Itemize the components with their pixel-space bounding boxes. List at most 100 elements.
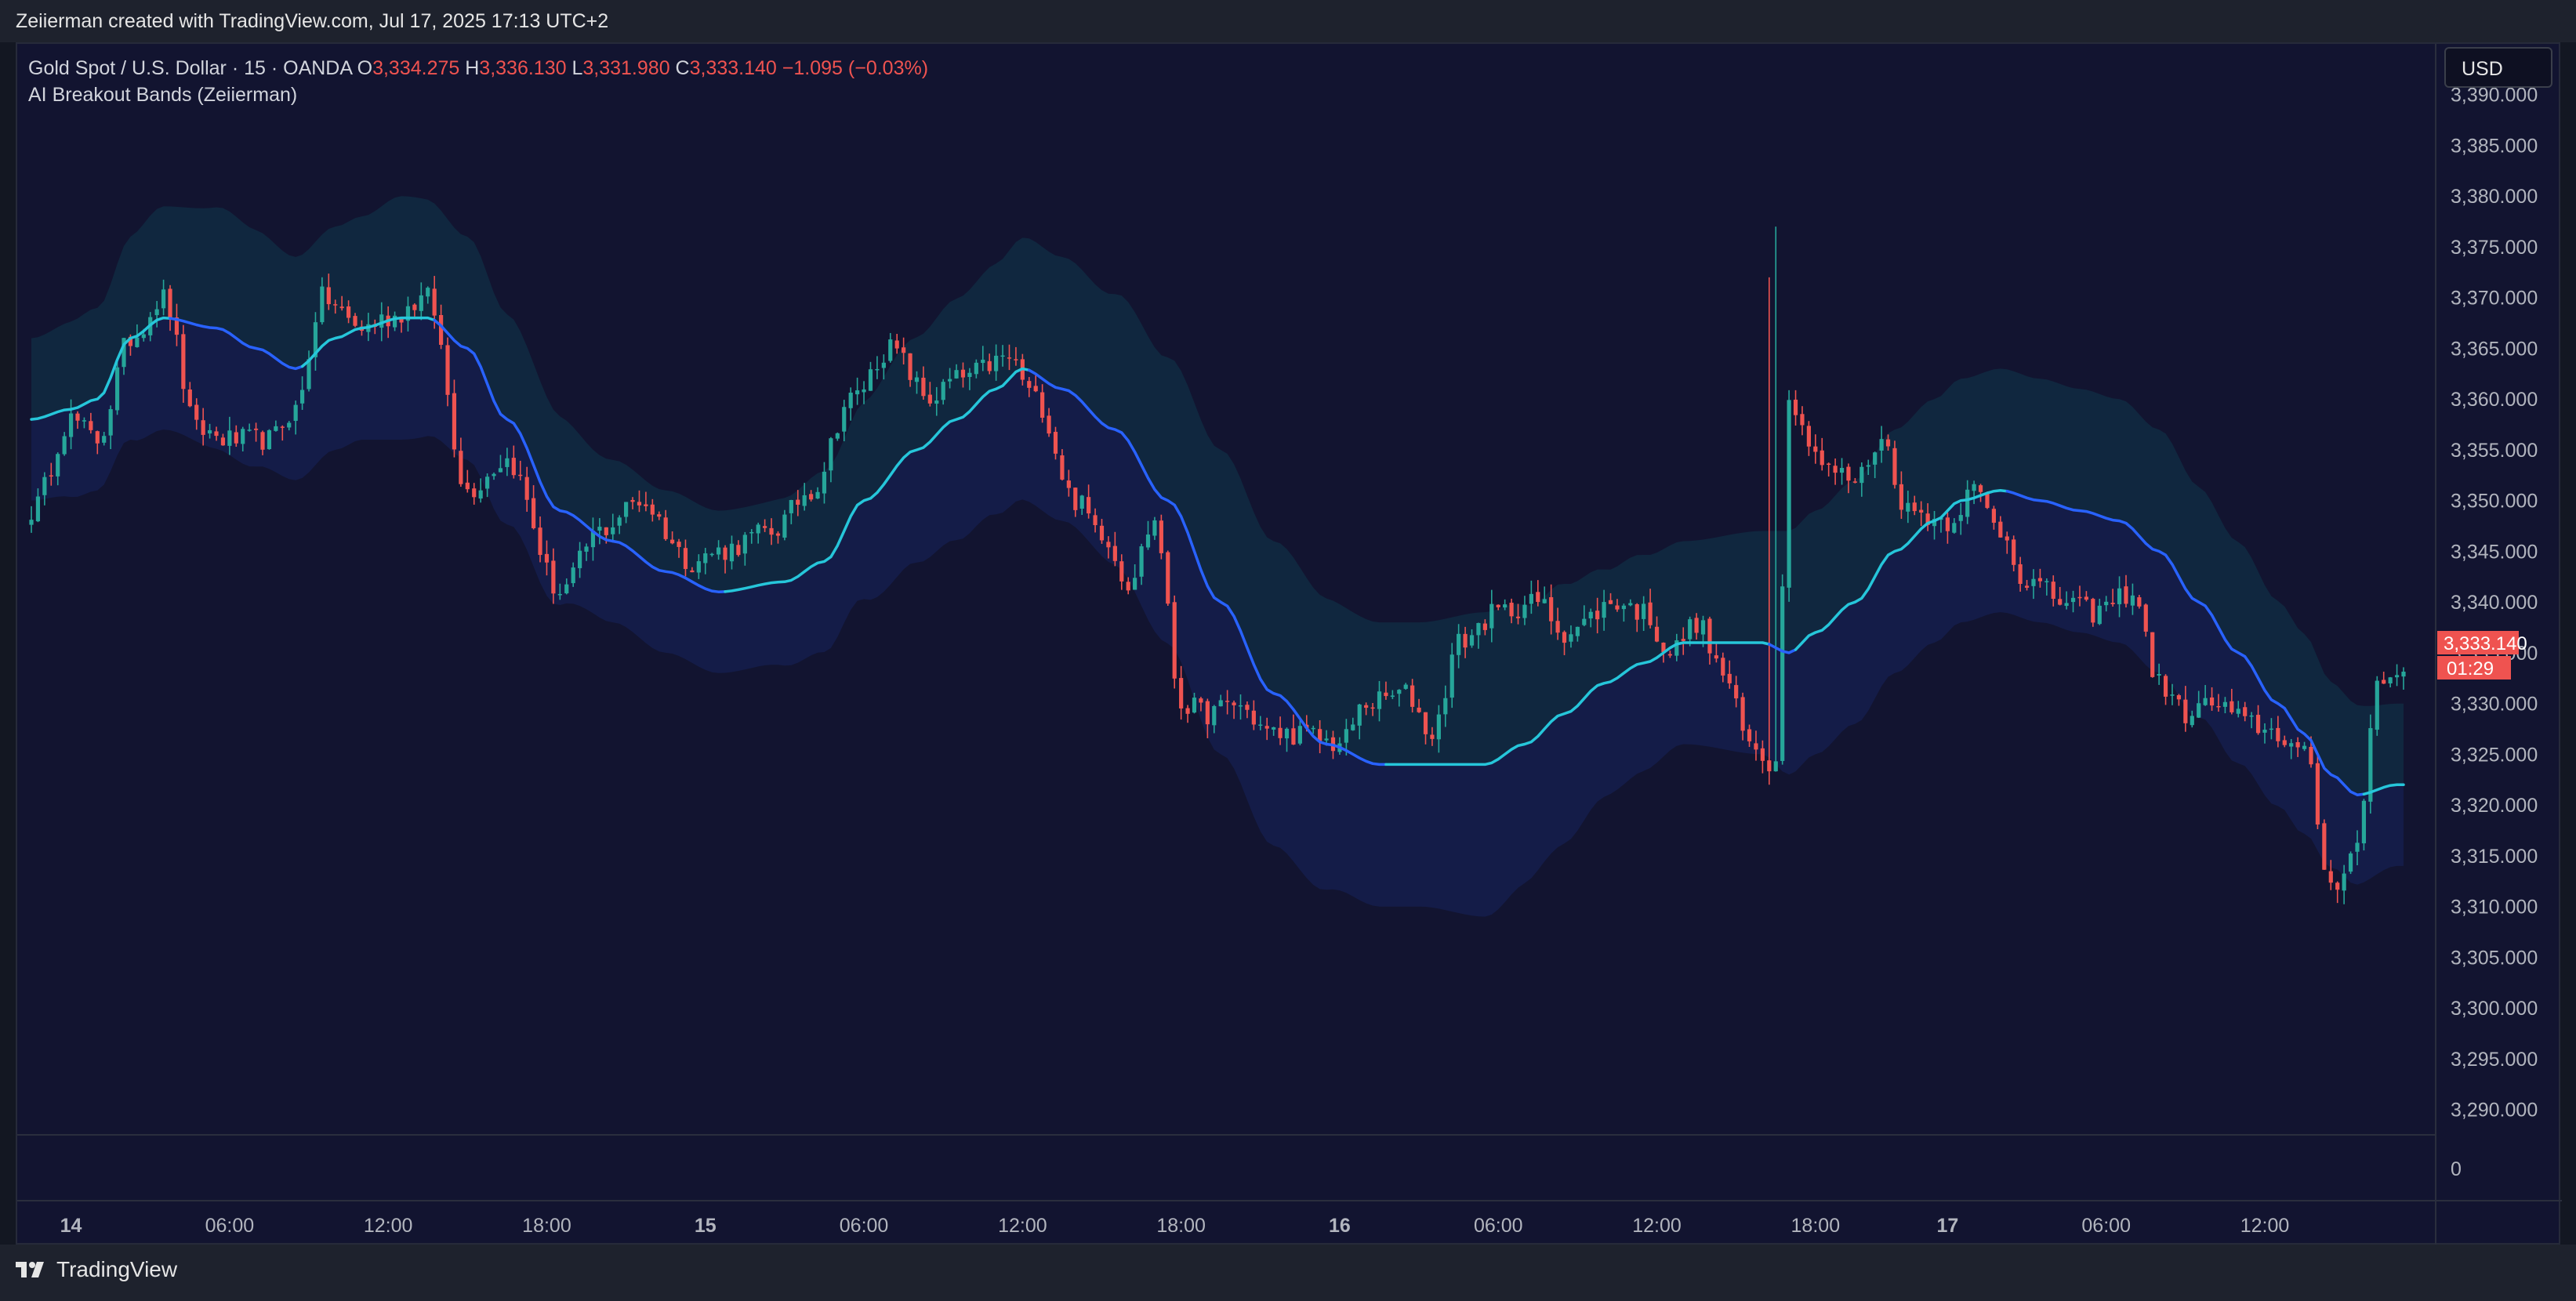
candle [392,311,397,332]
candle [1608,593,1613,605]
candle [1839,458,1845,485]
candle [299,376,305,410]
candle [736,540,741,557]
midline-segment [300,316,436,368]
candle [1634,603,1639,632]
candle-body [2394,675,2400,678]
candle-body [1364,705,1369,708]
candle [102,431,107,446]
candle [2077,585,2082,607]
candle-body [597,527,602,531]
candle [1106,536,1111,559]
tradingview-logo[interactable]: TradingView [16,1257,177,1282]
close-value: 3,333.140 [689,57,777,79]
candle-body [438,314,444,345]
candle-body [723,547,727,560]
candle-body [1119,561,1124,582]
candle [1476,622,1481,649]
candle-body [1740,697,1745,731]
candle-body [2328,871,2333,883]
candle [1549,584,1554,635]
candle-body [1985,492,1990,509]
candle [650,498,655,522]
candle-body [505,458,510,467]
candle [1833,458,1838,485]
candle [1674,633,1679,661]
candle-body [1873,452,1878,465]
candle-body [353,316,357,326]
candle-body [154,309,159,316]
candle [412,303,417,317]
candle [1654,616,1660,643]
candle-body [2262,730,2267,733]
candle-body [683,548,688,569]
candle-body [848,393,853,408]
candle [498,455,503,473]
candle-body [967,372,972,378]
candle [267,429,272,450]
candle-body [584,546,589,552]
candle [1820,437,1824,471]
candle-body [1885,439,1891,447]
candle [611,513,615,543]
candle-body [881,362,886,368]
candle-body [1047,415,1051,434]
candle [663,509,668,541]
candle-body [274,426,278,431]
candle [1489,589,1494,643]
candle [749,529,754,544]
candle-body [875,368,880,371]
candle [2130,583,2135,615]
candle [187,382,192,408]
candle-body [532,498,536,528]
candle [1251,700,1256,730]
candle [1681,627,1685,655]
candle [214,426,219,441]
y-tick-label: 3,325.000 [2451,744,2538,766]
candle-body [1489,603,1494,629]
candle-body [1754,743,1758,750]
candle [445,337,450,407]
candle-body [1595,611,1600,620]
candle-body [2044,581,2049,582]
candle-body [1344,729,1348,743]
candle [729,535,735,570]
candle [181,324,186,403]
candle-body [578,550,582,568]
candle [888,332,893,363]
chart-svg[interactable]: 3,390.000 3,385.000 3,380.000 3,375.000 3,37… [17,44,2562,1246]
candle-body [2222,701,2228,707]
candle-body [1694,618,1699,633]
candle [2348,851,2353,875]
candle [333,299,338,314]
candle-body [1833,466,1838,473]
candle-body [1602,602,1606,618]
candle [1575,626,1580,642]
candle-body [862,389,866,393]
candle [1238,694,1243,720]
candle [557,583,562,600]
candle [590,517,596,561]
candle [2302,741,2307,752]
candle-body [1060,455,1065,480]
candle-body [1734,685,1739,699]
candle-body [1205,701,1210,725]
currency-button[interactable]: USD [2444,47,2552,88]
candle [782,509,787,541]
candle [2064,591,2069,610]
candle [848,387,853,421]
candle-body [1707,618,1712,654]
candle-body [2018,564,2023,585]
candle [855,377,860,405]
candle [1958,502,1963,535]
chart-frame[interactable]: 3,390.000 3,385.000 3,380.000 3,375.000 3,37… [16,42,2562,1246]
candle-body [379,314,384,328]
candle [789,499,793,524]
candle-body [1588,611,1593,619]
candle [2183,686,2188,732]
candle [571,562,575,587]
candle [1014,346,1018,366]
candle-body [1681,639,1685,641]
candle [2315,756,2320,829]
candle [835,432,840,441]
